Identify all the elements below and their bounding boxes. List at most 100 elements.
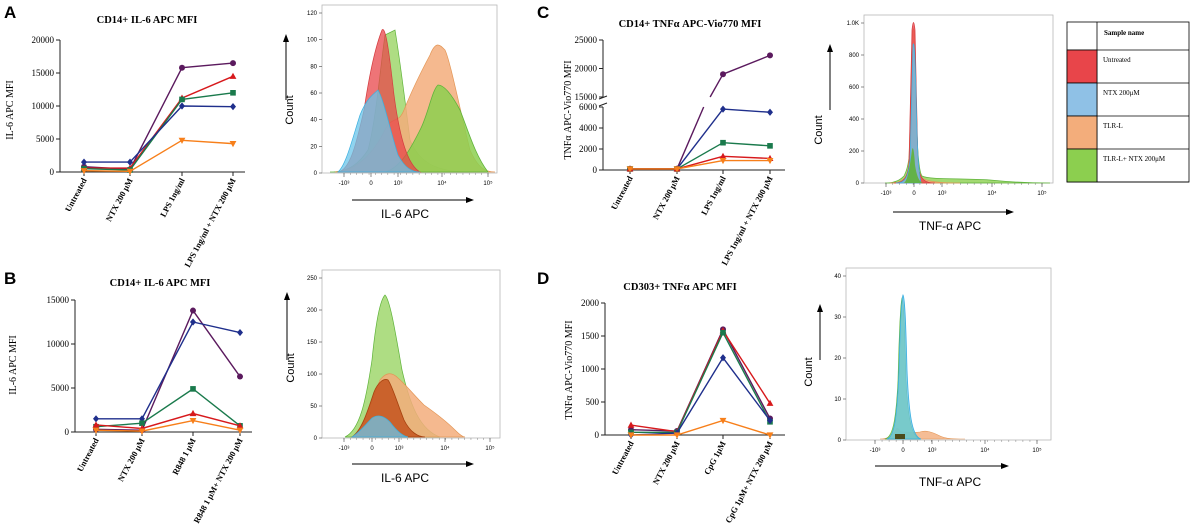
histogram-a-ytick-label: 0 xyxy=(314,171,318,177)
panel-a-category-label: Untreated xyxy=(63,176,89,213)
histogram-c-count-arrowhead xyxy=(827,44,833,52)
histogram-c-x-arrowhead xyxy=(1006,209,1014,215)
panel-d-ylabel: TNFα APC-Vio770 MFI xyxy=(564,320,575,419)
data-point-donor-purple xyxy=(230,60,236,67)
data-point-donor-blue xyxy=(767,108,773,116)
series-line-donor-purple xyxy=(83,62,234,171)
histogram-b-xlabel: IL-6 APC xyxy=(381,471,429,485)
panel-c-category-label: Untreated xyxy=(609,174,635,211)
panel-d-category-label: Untreated xyxy=(610,439,636,476)
panel-b-label: B xyxy=(4,269,16,288)
histogram-c-xtick-label: 10⁴ xyxy=(987,190,997,197)
legend-entry-label: TLR-L+ NTX 200μM xyxy=(1103,155,1166,163)
histogram-c-ytick-label: 1.0K xyxy=(847,21,859,27)
data-point-donor-purple xyxy=(767,52,773,59)
histogram-d-x-arrowhead xyxy=(1001,463,1009,469)
panel-c-ytick-label: 0 xyxy=(593,165,598,175)
histogram-c-ytick-label: 600 xyxy=(849,85,860,91)
histogram-d-xtick-label: 10⁴ xyxy=(980,447,990,454)
panel-d-label: D xyxy=(537,269,549,288)
data-point-donor-blue xyxy=(190,318,196,326)
panel-a-label: A xyxy=(4,3,16,22)
panel-c-ytick-label: 6000 xyxy=(579,102,598,112)
line-segment-donor-blue xyxy=(722,108,771,113)
histogram-c-xtick-label: 10³ xyxy=(938,191,947,197)
panel-a-ytick-label: 20000 xyxy=(32,35,55,45)
panel-d-category-label: CpG 1μM+ NTX 200 μM xyxy=(723,439,775,524)
panel-b-category-label: Untreated xyxy=(75,436,101,473)
series-line-donor-green xyxy=(631,331,771,434)
line-segment-donor-red xyxy=(722,155,771,160)
panel-a-category-label: LPS 1ng/ml + NTX 200 μM xyxy=(182,176,238,269)
panel-b-ytick-label: 0 xyxy=(65,427,70,437)
histogram-a-count-arrowhead xyxy=(283,34,289,42)
panel-b-category-label: NTX 200 μM xyxy=(115,436,146,483)
histogram-b-xtick-label: -10³ xyxy=(339,446,350,452)
data-point-donor-orange xyxy=(719,417,727,425)
legend-swatch xyxy=(1066,115,1098,150)
histogram-b-curves xyxy=(344,294,466,438)
panel-c-ytick-label: 15000 xyxy=(575,92,598,102)
data-point-donor-blue xyxy=(720,354,726,362)
data-point-donor-orange xyxy=(627,432,635,439)
data-point-donor-green xyxy=(767,143,773,149)
histogram-a-ytick-label: 120 xyxy=(307,11,318,17)
panel-c: C CD14+ TNFα APC-Vio770 MFI TNFα APC-Vio… xyxy=(537,3,785,267)
panel-b-category-label: R848 1 μM xyxy=(170,436,198,476)
data-point-donor-red xyxy=(236,422,244,429)
hist-c-tlr-ntx-base xyxy=(904,148,924,183)
histogram-a-xtick-label: 0 xyxy=(369,181,373,187)
series-line-donor-orange xyxy=(83,139,234,173)
histogram-d-count-label: Count xyxy=(803,357,815,386)
legend-entry-label: NTX 200μM xyxy=(1103,89,1140,97)
data-point-donor-red xyxy=(189,409,197,417)
histogram-b-ytick-label: 200 xyxy=(307,308,318,314)
histogram-b-ytick-label: 150 xyxy=(307,340,318,346)
data-point-donor-green xyxy=(139,420,145,426)
data-point-donor-orange xyxy=(673,432,681,439)
data-point-donor-red xyxy=(719,152,727,159)
legend-swatch xyxy=(1066,82,1098,117)
data-point-donor-orange xyxy=(673,166,681,173)
histogram-a-xlabel: IL-6 APC xyxy=(381,207,429,221)
panel-a-ytick-label: 0 xyxy=(50,167,55,177)
panel-b-ylabel: IL-6 APC MFI xyxy=(8,335,19,394)
panel-c-ytick-label: 2000 xyxy=(579,144,598,154)
data-point-donor-purple xyxy=(190,307,196,314)
histogram-a-ytick-label: 100 xyxy=(307,38,318,44)
panel-a-category-label: LPS 1ng/ml xyxy=(158,176,187,219)
panel-c-axis-break-lower xyxy=(598,102,608,107)
series-line-donor-orange xyxy=(95,419,241,432)
histogram-d-xtick-label: -10³ xyxy=(870,448,881,454)
data-point-donor-orange xyxy=(92,427,100,434)
histogram-b-xtick-label: 0 xyxy=(370,446,374,452)
histogram-b-count-label: Count xyxy=(285,353,297,382)
legend-entry-label: Untreated xyxy=(1103,56,1131,64)
panel-c-ytick-label: 25000 xyxy=(575,35,598,45)
data-point-donor-orange xyxy=(126,168,134,175)
data-point-donor-orange xyxy=(229,141,237,148)
data-point-donor-purple xyxy=(179,64,185,71)
data-point-donor-orange xyxy=(719,157,727,165)
histogram-b-ytick-label: 100 xyxy=(307,372,318,378)
panel-d-ytick-label: 500 xyxy=(586,397,600,407)
panel-c-ytick-label: 4000 xyxy=(579,123,598,133)
legend-swatch xyxy=(1066,49,1098,84)
histogram-d-ytick-label: 20 xyxy=(834,356,841,362)
data-point-donor-green xyxy=(230,90,236,96)
histogram-d-xlabel: TNF-α APC xyxy=(919,475,982,489)
line-segment-donor-blue xyxy=(676,108,724,170)
data-point-donor-blue xyxy=(93,415,99,423)
histogram-d-ytick-label: 30 xyxy=(834,315,841,321)
histogram-a-ytick-label: 80 xyxy=(310,64,317,70)
data-point-donor-green xyxy=(720,139,726,146)
data-point-donor-blue xyxy=(81,158,87,166)
histogram-c-xtick-label: 0 xyxy=(912,191,916,197)
histogram-a-ytick-label: 60 xyxy=(310,91,317,97)
histogram-a-ytick-label: 20 xyxy=(310,144,317,150)
data-point-donor-orange xyxy=(178,137,186,144)
histogram-a-xtick-label: 10³ xyxy=(394,181,403,187)
panel-d-category-label: NTX 200 μM xyxy=(650,439,681,486)
histogram-d: Count 0 10 20 30 40 -10³ 0 10³ 10⁴ 10⁵ TNF-α APC xyxy=(803,267,1052,489)
